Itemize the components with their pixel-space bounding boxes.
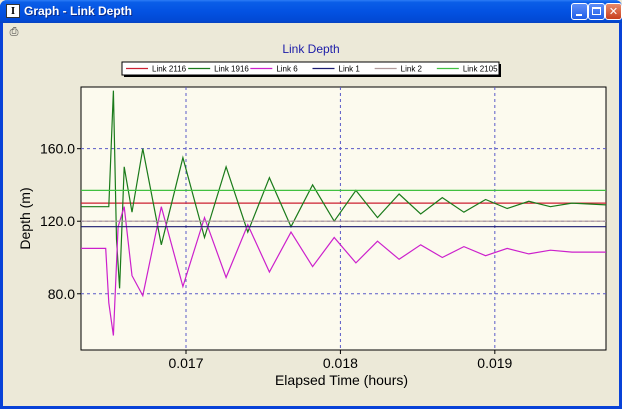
y-tick-label-1: 120.0 xyxy=(40,213,75,229)
title-bar[interactable]: I Graph - Link Depth ✕ xyxy=(0,0,622,23)
maximize-button[interactable] xyxy=(588,3,605,20)
maximize-icon xyxy=(592,7,601,15)
legend-label-3: Link 1 xyxy=(339,65,361,74)
plot-area xyxy=(80,86,607,351)
legend-label-5: Link 2105 xyxy=(463,65,498,74)
series-line-link-6 xyxy=(81,206,606,336)
x-tick-label-0: 0.017 xyxy=(168,355,203,371)
legend-label-2: Link 6 xyxy=(276,65,298,74)
printer-icon[interactable]: ⎙ xyxy=(9,26,19,38)
legend-label-1: Link 1916 xyxy=(214,65,249,74)
minimize-button[interactable] xyxy=(571,3,588,20)
y-tick-label-2: 160.0 xyxy=(40,141,75,157)
minimize-icon xyxy=(576,14,582,16)
x-axis-title: Elapsed Time (hours) xyxy=(275,372,408,388)
app-icon[interactable]: I xyxy=(6,4,20,18)
legend-label-4: Link 2 xyxy=(401,65,423,74)
y-axis-title: Depth (m) xyxy=(17,187,33,249)
chart-title: Link Depth xyxy=(282,42,339,56)
x-tick-label-1: 0.018 xyxy=(323,355,358,371)
close-icon: ✕ xyxy=(608,5,619,18)
legend-box xyxy=(121,61,500,76)
x-tick-label-2: 0.019 xyxy=(477,355,512,371)
legend-label-0: Link 2116 xyxy=(152,65,187,74)
y-tick-label-0: 80.0 xyxy=(48,286,75,302)
window-title: Graph - Link Depth xyxy=(24,4,132,18)
